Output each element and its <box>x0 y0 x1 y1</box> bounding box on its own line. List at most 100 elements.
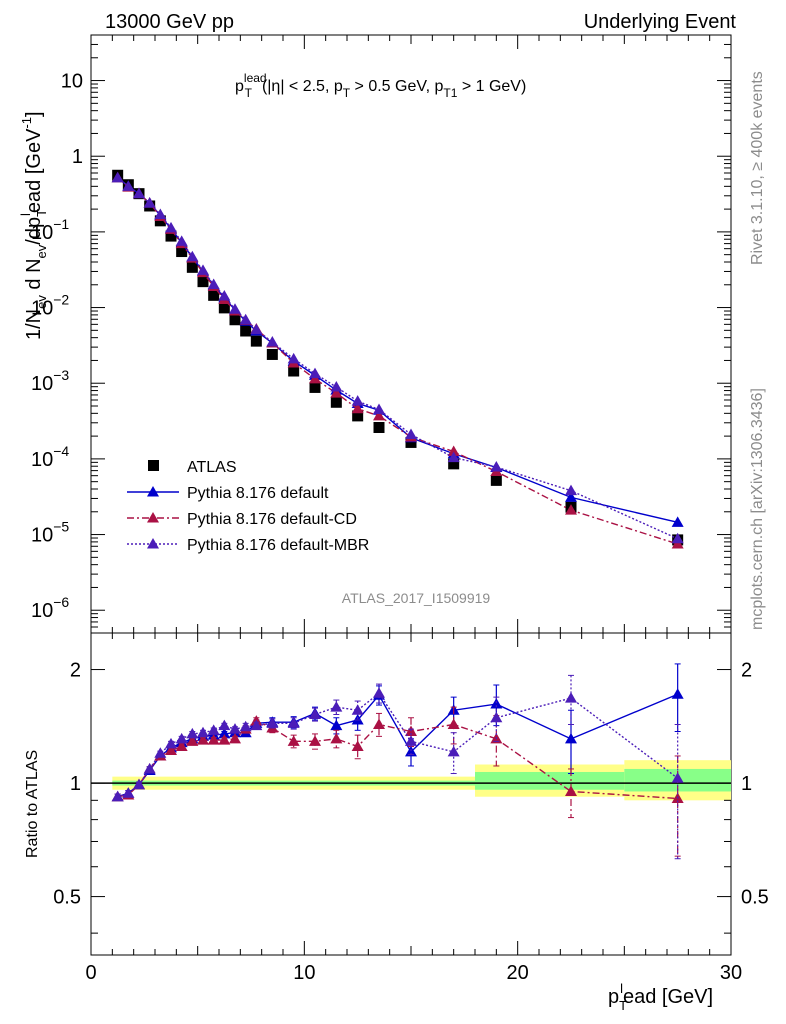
ratio-point <box>197 734 209 745</box>
ratio-point <box>122 787 135 798</box>
ratio-point <box>186 735 199 746</box>
header-right: Underlying Event <box>584 11 737 33</box>
y-tick-label-main: 10−1 <box>31 216 69 244</box>
ratio-point <box>565 692 577 703</box>
ratio-point <box>351 713 364 725</box>
series-point <box>165 221 177 233</box>
series-point <box>229 303 241 314</box>
ratio-point <box>133 778 145 790</box>
ratio-point <box>309 708 321 719</box>
ratio-point <box>218 727 231 739</box>
ratio-point <box>186 727 199 739</box>
series-point <box>309 372 321 384</box>
y-tick-label-ratio: 0.5 <box>53 887 81 909</box>
ratio-point <box>207 724 220 735</box>
series-point <box>154 208 167 219</box>
ratio-point <box>447 745 460 757</box>
series-point <box>447 451 460 463</box>
ratio-point <box>373 687 385 698</box>
series-point <box>373 403 385 414</box>
ratio-point <box>165 744 177 755</box>
y-tick-label-main: 1 <box>72 146 83 168</box>
selection-label: plead T (|η| < 2.5, pT > 0.5 GeV, pT1 > 1 … <box>235 71 526 100</box>
atlas-point <box>288 365 300 377</box>
series-point <box>351 395 364 406</box>
ratio-point <box>351 704 364 715</box>
ratio-point <box>266 717 279 728</box>
header-left: 13000 GeV pp <box>105 11 234 33</box>
series-point <box>565 504 577 515</box>
series-point <box>122 180 135 191</box>
ratio-point <box>229 723 241 734</box>
series-point <box>405 428 417 440</box>
series-point <box>111 171 124 183</box>
atlas-point <box>208 289 220 301</box>
analysis-id: ATLAS_2017_I1509919 <box>342 590 491 606</box>
y-tick-label-ratio-right: 2 <box>741 660 752 682</box>
series-point <box>565 484 577 496</box>
ratio-point <box>143 762 156 774</box>
series-point <box>351 402 364 414</box>
series-point <box>330 381 343 392</box>
ratio-point <box>671 688 684 699</box>
y-tick-label-main: 10−5 <box>31 519 69 547</box>
y-tick-label-main: 10−6 <box>31 594 69 622</box>
series-point <box>207 278 220 289</box>
legend-label: Pythia 8.176 default-MBR <box>187 537 369 554</box>
ratio-point <box>330 701 343 712</box>
atlas-point <box>240 325 252 337</box>
ratio-point <box>565 732 577 744</box>
ratio-plot-marks <box>111 663 684 860</box>
x-tick-label: 30 <box>720 962 742 984</box>
ratio-point <box>330 719 343 731</box>
series-point <box>671 516 684 527</box>
x-tick-label: 0 <box>85 962 96 984</box>
series-point <box>133 187 145 199</box>
series-point <box>330 387 343 398</box>
series-point <box>373 409 385 421</box>
ratio-point <box>175 732 188 744</box>
atlas-point <box>229 314 241 326</box>
legend-label: Pythia 8.176 default-CD <box>187 511 357 528</box>
ratio-point <box>207 734 220 745</box>
series-point <box>287 352 300 364</box>
atlas-point <box>250 335 262 347</box>
ratio-point <box>330 732 343 744</box>
ratio-point <box>405 735 417 746</box>
atlas-point <box>266 348 278 360</box>
x-tick-label: 20 <box>507 962 529 984</box>
atlas-point <box>176 246 188 258</box>
atlas-point <box>309 381 321 393</box>
atlas-point <box>218 302 230 314</box>
series-point <box>250 323 263 335</box>
y-tick-label-main: 10−4 <box>31 443 69 471</box>
ratio-point <box>490 698 503 709</box>
ratio-point <box>250 719 263 731</box>
series-point <box>309 367 321 379</box>
ratio-point <box>218 719 231 731</box>
ratio-point <box>447 718 460 729</box>
y-tick-label-main: 10 <box>61 71 83 93</box>
ratio-point <box>287 735 300 746</box>
legend: ATLAS Pythia 8.176 default Pythia 8.176 de… <box>127 459 369 554</box>
atlas-point <box>352 410 364 422</box>
atlas-point <box>448 458 460 470</box>
ratio-point <box>165 737 177 749</box>
ratio-point <box>287 717 300 728</box>
ratio-point <box>309 735 321 746</box>
x-tick-label: 10 <box>293 962 315 984</box>
y-tick-label-main: 10−2 <box>31 292 69 320</box>
series-point <box>186 250 199 262</box>
series-point <box>218 290 231 301</box>
y-tick-label-ratio-right: 1 <box>741 773 752 795</box>
ratio-point <box>111 790 124 802</box>
x-axis-title: pTlead [GeV] <box>608 981 713 1013</box>
atlas-point <box>197 276 209 288</box>
ratio-point <box>490 711 503 723</box>
atlas-point <box>330 396 342 408</box>
series-point <box>671 532 684 544</box>
ratio-point <box>175 740 188 752</box>
legend-marker <box>147 512 159 523</box>
